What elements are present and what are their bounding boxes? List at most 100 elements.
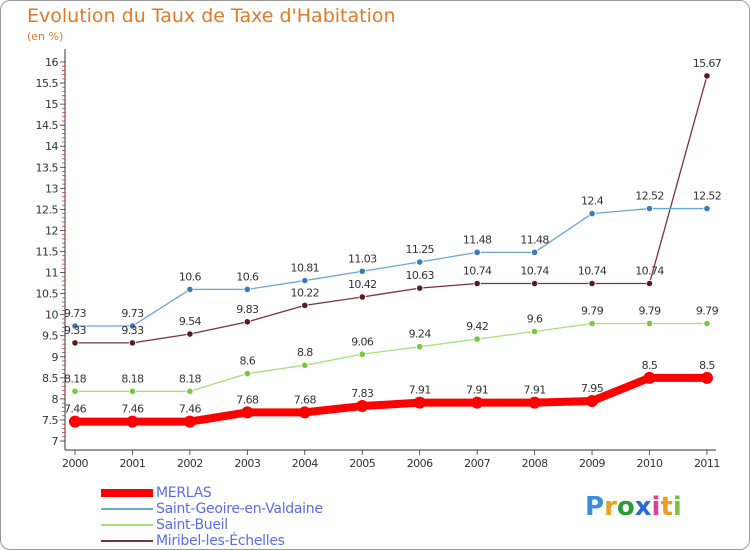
y-tick-label: 12.5 — [36, 203, 59, 216]
data-label-saint-bueil: 9.79 — [581, 305, 604, 318]
x-tick-label: 2005 — [349, 457, 375, 470]
legend-label-merlas: MERLAS — [156, 485, 212, 501]
data-point-saint-geoire — [645, 204, 654, 213]
legend-swatch-miribel — [101, 540, 153, 542]
data-label-miribel: 9.33 — [64, 324, 87, 337]
data-point-miribel — [301, 301, 309, 310]
data-point-saint-geoire — [530, 248, 539, 256]
data-point-saint-bueil — [128, 387, 137, 395]
y-tick-label: 15.5 — [36, 77, 59, 90]
y-tick-label: 7 — [52, 435, 59, 448]
logo-letter: i — [651, 492, 661, 522]
chart-title: Evolution du Taux de Taxe d'Habitation — [27, 5, 396, 27]
data-label-saint-geoire: 10.81 — [291, 262, 320, 275]
x-tick-label: 2002 — [177, 457, 203, 470]
y-tick-label: 11 — [45, 267, 58, 280]
y-tick-label: 8 — [52, 393, 59, 406]
y-tick-label: 12 — [45, 224, 58, 237]
data-point-saint-geoire — [416, 258, 424, 266]
data-label-merlas: 7.91 — [466, 384, 488, 397]
y-tick-label: 9 — [52, 351, 59, 364]
data-point-merlas — [356, 400, 369, 413]
logo-letter: P — [585, 492, 605, 522]
logo-letter: x — [634, 492, 652, 522]
y-tick-label: 11.5 — [36, 246, 59, 259]
y-tick-label: 13 — [45, 182, 58, 195]
series-line-miribel — [74, 75, 708, 344]
data-point-saint-bueil — [186, 387, 194, 395]
x-tick-label: 2003 — [234, 457, 260, 470]
data-label-merlas: 7.68 — [294, 393, 317, 406]
data-point-saint-bueil — [588, 319, 596, 328]
x-tick-label: 2011 — [694, 457, 720, 470]
legend-swatch-merlas — [101, 489, 153, 497]
data-point-miribel — [588, 279, 596, 288]
data-point-miribel — [473, 279, 481, 288]
data-point-miribel — [358, 293, 366, 301]
data-point-saint-bueil — [416, 343, 424, 351]
data-label-saint-bueil: 9.79 — [638, 305, 661, 318]
data-label-miribel: 9.83 — [236, 303, 259, 316]
data-point-saint-bueil — [703, 319, 711, 328]
data-label-miribel: 10.74 — [463, 265, 492, 278]
data-point-saint-bueil — [301, 361, 309, 369]
data-label-saint-bueil: 8.18 — [121, 372, 144, 385]
data-point-miribel — [645, 279, 654, 288]
proxiti-logo: Proxiti — [585, 492, 682, 522]
chart-unit: (en %) — [27, 30, 64, 43]
data-point-saint-bueil — [530, 327, 539, 336]
y-tick-label: 15 — [45, 98, 58, 111]
y-tick-label: 7.5 — [42, 414, 58, 427]
data-point-saint-geoire — [588, 210, 596, 218]
data-point-merlas — [471, 396, 484, 409]
legend-swatch-saint-bueil — [101, 524, 153, 526]
data-label-miribel: 10.74 — [635, 265, 664, 278]
x-tick-label: 2004 — [292, 457, 318, 470]
data-label-miribel: 10.74 — [578, 265, 607, 278]
x-tick-label: 2001 — [119, 457, 145, 470]
logo-letter: r — [604, 492, 617, 522]
data-label-saint-bueil: 9.24 — [409, 328, 432, 341]
data-point-merlas — [126, 415, 139, 428]
data-point-saint-bueil — [71, 387, 79, 395]
data-label-saint-geoire: 12.52 — [635, 190, 664, 203]
data-point-miribel — [128, 339, 137, 347]
data-point-saint-bueil — [358, 350, 366, 358]
data-label-saint-bueil: 8.6 — [239, 355, 255, 368]
data-point-saint-geoire — [473, 248, 481, 256]
data-point-saint-geoire — [358, 267, 366, 275]
data-point-saint-bueil — [243, 370, 251, 378]
data-label-saint-geoire: 12.52 — [693, 190, 722, 203]
data-point-miribel — [416, 284, 424, 292]
x-tick-label: 2010 — [637, 457, 663, 470]
data-label-miribel: 10.22 — [291, 286, 320, 299]
data-label-merlas: 8.5 — [699, 359, 715, 372]
data-point-saint-geoire — [128, 322, 137, 330]
legend-label-saint-bueil: Saint-Bueil — [156, 517, 228, 533]
data-label-miribel: 9.54 — [179, 315, 202, 328]
data-point-saint-geoire — [243, 285, 251, 293]
logo-letter: t — [660, 492, 673, 522]
legend-label-miribel: Miribel-les-Échelles — [156, 533, 285, 549]
data-label-miribel: 10.63 — [405, 269, 434, 282]
data-label-saint-geoire: 11.03 — [348, 252, 377, 265]
data-label-merlas: 7.91 — [524, 384, 546, 397]
data-label-merlas: 8.5 — [642, 359, 658, 372]
data-label-saint-geoire: 12.4 — [581, 195, 604, 208]
x-tick-label: 2006 — [407, 457, 433, 470]
data-label-miribel: 9.33 — [121, 324, 144, 337]
data-point-miribel — [703, 72, 711, 80]
data-point-saint-geoire — [301, 276, 309, 285]
data-label-saint-geoire: 11.48 — [463, 233, 492, 246]
data-label-saint-bueil: 8.8 — [297, 346, 313, 359]
x-tick-label: 2008 — [522, 457, 548, 470]
data-label-saint-geoire: 9.73 — [121, 307, 144, 320]
data-label-merlas: 7.46 — [179, 403, 202, 416]
data-point-miribel — [186, 330, 194, 338]
series-line-saint-bueil — [74, 322, 708, 392]
logo-letter: i — [672, 492, 682, 522]
data-point-merlas — [298, 406, 311, 419]
data-point-saint-bueil — [645, 319, 654, 328]
data-point-saint-bueil — [473, 335, 481, 343]
